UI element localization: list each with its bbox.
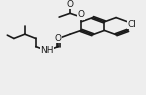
Text: NH: NH — [40, 46, 53, 55]
Text: O: O — [67, 0, 74, 9]
Text: Cl: Cl — [128, 20, 137, 29]
Text: O: O — [78, 10, 85, 19]
Text: O: O — [55, 34, 62, 43]
